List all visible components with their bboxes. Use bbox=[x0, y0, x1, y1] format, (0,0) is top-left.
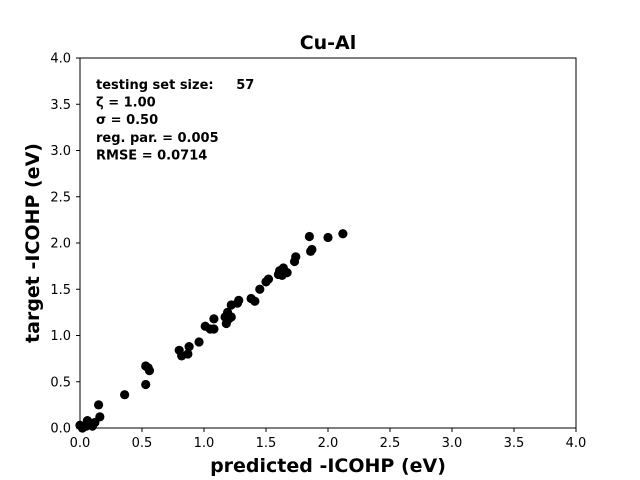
data-point bbox=[255, 284, 265, 294]
x-tick-label: 3.5 bbox=[504, 436, 525, 451]
data-points bbox=[75, 229, 348, 433]
y-tick-label: 0.5 bbox=[50, 375, 71, 390]
data-point bbox=[226, 312, 236, 322]
annotation-line: testing set size: 57 bbox=[96, 78, 254, 93]
plot-area bbox=[79, 57, 577, 429]
data-point bbox=[307, 244, 317, 255]
annotation-box: testing set size: 57 ζ = 1.00 σ = 0.50 reg.… bbox=[96, 78, 254, 163]
data-point bbox=[304, 231, 314, 242]
x-tick-label: 4.0 bbox=[566, 436, 587, 451]
data-point bbox=[95, 412, 105, 422]
x-tick-label: 2.5 bbox=[380, 436, 401, 451]
y-tick-label: 4.0 bbox=[50, 52, 71, 67]
y-tick-label: 2.0 bbox=[50, 237, 71, 252]
y-axis-label: target -ICOHP (eV) bbox=[22, 143, 44, 343]
data-point bbox=[141, 379, 151, 390]
data-point bbox=[338, 229, 348, 239]
data-point bbox=[282, 268, 292, 278]
data-point bbox=[291, 252, 301, 262]
data-point bbox=[194, 337, 204, 347]
data-point bbox=[183, 349, 193, 359]
x-tick-label: 1.5 bbox=[256, 436, 277, 451]
y-tick-label: 3.0 bbox=[50, 144, 71, 159]
annotation-line: RMSE = 0.0714 bbox=[96, 148, 207, 163]
x-tick-label: 1.0 bbox=[194, 436, 215, 451]
annotation-line: reg. par. = 0.005 bbox=[96, 131, 219, 146]
data-point bbox=[250, 296, 260, 306]
y-tick-label: 3.5 bbox=[50, 98, 71, 113]
data-point bbox=[234, 295, 244, 305]
x-axis: 0.0 0.5 1.0 1.5 2.0 2.5 3.0 3.5 4.0 bbox=[70, 428, 587, 451]
annotation-line: ζ = 1.00 bbox=[96, 96, 156, 111]
data-point bbox=[263, 274, 274, 284]
x-axis-label: predicted -ICOHP (eV) bbox=[210, 455, 446, 477]
y-tick-label: 1.0 bbox=[50, 329, 71, 344]
data-point bbox=[120, 390, 130, 400]
y-tick-label: 2.5 bbox=[50, 190, 71, 205]
y-axis: 0.0 0.5 1.0 1.5 2.0 2.5 3.0 3.5 4.0 bbox=[50, 52, 80, 437]
chart-title: Cu-Al bbox=[300, 32, 357, 54]
annotation-line: σ = 0.50 bbox=[96, 113, 158, 128]
data-point bbox=[323, 232, 333, 243]
x-tick-label: 3.0 bbox=[442, 436, 463, 451]
data-point bbox=[209, 314, 219, 324]
x-tick-label: 0.0 bbox=[70, 436, 91, 451]
x-tick-label: 2.0 bbox=[318, 436, 339, 451]
y-tick-label: 1.5 bbox=[50, 283, 71, 298]
data-point bbox=[94, 400, 104, 410]
data-point bbox=[209, 324, 219, 334]
x-tick-label: 0.5 bbox=[132, 436, 153, 451]
plot-frame bbox=[79, 57, 577, 429]
y-tick-label: 0.0 bbox=[50, 422, 71, 437]
data-point bbox=[184, 342, 194, 352]
data-point bbox=[144, 366, 155, 376]
